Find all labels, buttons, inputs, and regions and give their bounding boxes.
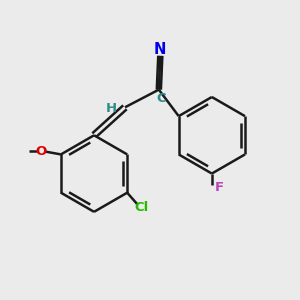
Text: O: O xyxy=(36,145,47,158)
Text: C: C xyxy=(156,92,166,105)
Text: N: N xyxy=(154,42,167,57)
Text: F: F xyxy=(214,181,224,194)
Text: Cl: Cl xyxy=(134,201,148,214)
Text: H: H xyxy=(105,102,116,115)
